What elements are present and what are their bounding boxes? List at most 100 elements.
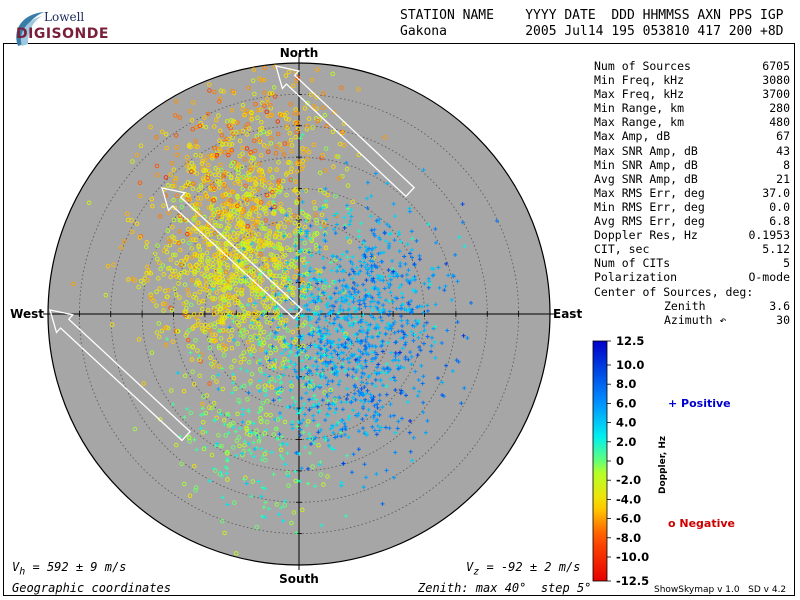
positive-source-marker (354, 368, 359, 373)
colorbar-title: Doppler, Hz (658, 436, 668, 494)
negative-source-marker (171, 252, 176, 258)
positive-source-marker (343, 432, 348, 437)
positive-source-marker (369, 399, 374, 404)
positive-source-marker (325, 328, 330, 333)
positive-source-marker (249, 494, 254, 499)
positive-source-marker (286, 358, 291, 363)
negative-source-marker (304, 147, 309, 152)
negative-source-marker (179, 461, 184, 467)
positive-source-marker (367, 273, 372, 278)
positive-source-marker (192, 437, 197, 442)
positive-source-marker (402, 254, 407, 259)
negative-source-marker (305, 123, 310, 129)
positive-source-marker (283, 462, 288, 467)
positive-source-marker (372, 428, 377, 433)
negative-source-marker (212, 275, 218, 281)
negative-source-marker (250, 185, 255, 191)
positive-source-marker (377, 217, 382, 222)
positive-source-marker (312, 441, 317, 446)
negative-source-marker (212, 124, 217, 129)
negative-source-marker (211, 198, 216, 203)
negative-source-marker (212, 220, 218, 225)
positive-source-marker (375, 424, 380, 429)
negative-source-marker (322, 390, 327, 395)
positive-source-marker (408, 251, 413, 256)
positive-source-marker (375, 324, 380, 329)
negative-source-marker (325, 474, 330, 479)
positive-source-marker (373, 171, 378, 176)
positive-source-marker (396, 366, 401, 371)
negative-source-marker (254, 428, 259, 434)
positive-source-marker (320, 334, 325, 339)
negative-source-marker (105, 263, 111, 269)
negative-source-marker (148, 271, 154, 276)
negative-source-marker (237, 443, 242, 449)
positive-source-marker (375, 402, 380, 407)
positive-source-marker (287, 364, 292, 369)
negative-source-marker (194, 262, 199, 268)
negative-source-marker (251, 311, 257, 317)
negative-source-marker (245, 108, 250, 113)
negative-source-marker (263, 256, 268, 262)
positive-source-marker (359, 221, 364, 226)
negative-source-marker (234, 130, 239, 135)
positive-source-marker (340, 327, 345, 332)
negative-source-marker (269, 295, 275, 300)
negative-source-marker (262, 383, 268, 388)
negative-source-marker (174, 99, 179, 104)
negative-source-marker (191, 164, 197, 169)
positive-source-marker (323, 418, 328, 423)
positive-source-marker (341, 357, 346, 362)
negative-source-marker (174, 133, 179, 138)
positive-source-marker (355, 283, 360, 288)
negative-source-marker (269, 183, 274, 188)
positive-source-marker (411, 338, 416, 343)
negative-source-marker (163, 342, 169, 348)
colorbar-tick-label: -6.0 (616, 512, 641, 526)
positive-source-marker (315, 279, 320, 284)
negative-source-marker (249, 216, 255, 222)
positive-source-marker (359, 375, 364, 380)
positive-source-marker (293, 243, 298, 248)
positive-source-marker (437, 285, 442, 290)
positive-source-marker (339, 324, 344, 329)
negative-source-marker (302, 240, 308, 246)
negative-source-marker (158, 266, 163, 272)
positive-source-marker (346, 435, 351, 440)
negative-source-marker (244, 132, 250, 137)
positive-source-marker (340, 283, 345, 288)
negative-source-marker (270, 175, 275, 180)
negative-source-marker (244, 330, 249, 335)
positive-source-marker (354, 370, 359, 375)
positive-source-marker (327, 332, 332, 337)
negative-source-marker (192, 463, 197, 469)
positive-source-marker (307, 307, 312, 312)
negative-source-marker (285, 328, 291, 333)
negative-source-marker (175, 329, 180, 334)
negative-source-marker (275, 119, 281, 124)
positive-source-marker (388, 231, 393, 236)
positive-source-marker (346, 307, 351, 312)
positive-source-marker (346, 337, 351, 342)
negative-source-marker (290, 292, 296, 298)
positive-source-marker (391, 413, 396, 418)
positive-source-marker (325, 305, 330, 310)
positive-source-marker (294, 353, 299, 358)
positive-source-marker (351, 269, 356, 274)
negative-source-marker (302, 106, 308, 111)
positive-source-marker (432, 340, 437, 345)
positive-source-marker (351, 452, 356, 457)
negative-source-marker (211, 401, 217, 406)
negative-source-marker (240, 186, 245, 192)
positive-source-marker (342, 215, 347, 220)
positive-source-marker (271, 472, 276, 477)
negative-source-marker (193, 144, 198, 149)
positive-source-marker (273, 334, 278, 339)
positive-source-marker (392, 238, 397, 243)
negative-source-marker (159, 328, 165, 334)
negative-source-marker (299, 277, 304, 282)
positive-source-marker (340, 299, 345, 304)
negative-source-marker (218, 306, 223, 311)
positive-source-marker (410, 458, 415, 463)
negative-source-marker (272, 94, 278, 99)
